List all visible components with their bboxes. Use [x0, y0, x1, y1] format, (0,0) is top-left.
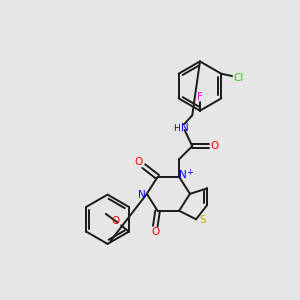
Text: O: O	[211, 141, 219, 151]
Text: F: F	[197, 92, 203, 102]
Text: N: N	[179, 169, 187, 180]
Text: N: N	[181, 123, 188, 134]
Text: +: +	[187, 168, 194, 177]
Text: N: N	[138, 190, 146, 200]
Text: H: H	[173, 124, 180, 133]
Text: S: S	[199, 215, 206, 225]
Text: O: O	[151, 227, 159, 237]
Text: O: O	[111, 216, 119, 226]
Text: O: O	[134, 157, 142, 167]
Text: Cl: Cl	[233, 73, 243, 82]
